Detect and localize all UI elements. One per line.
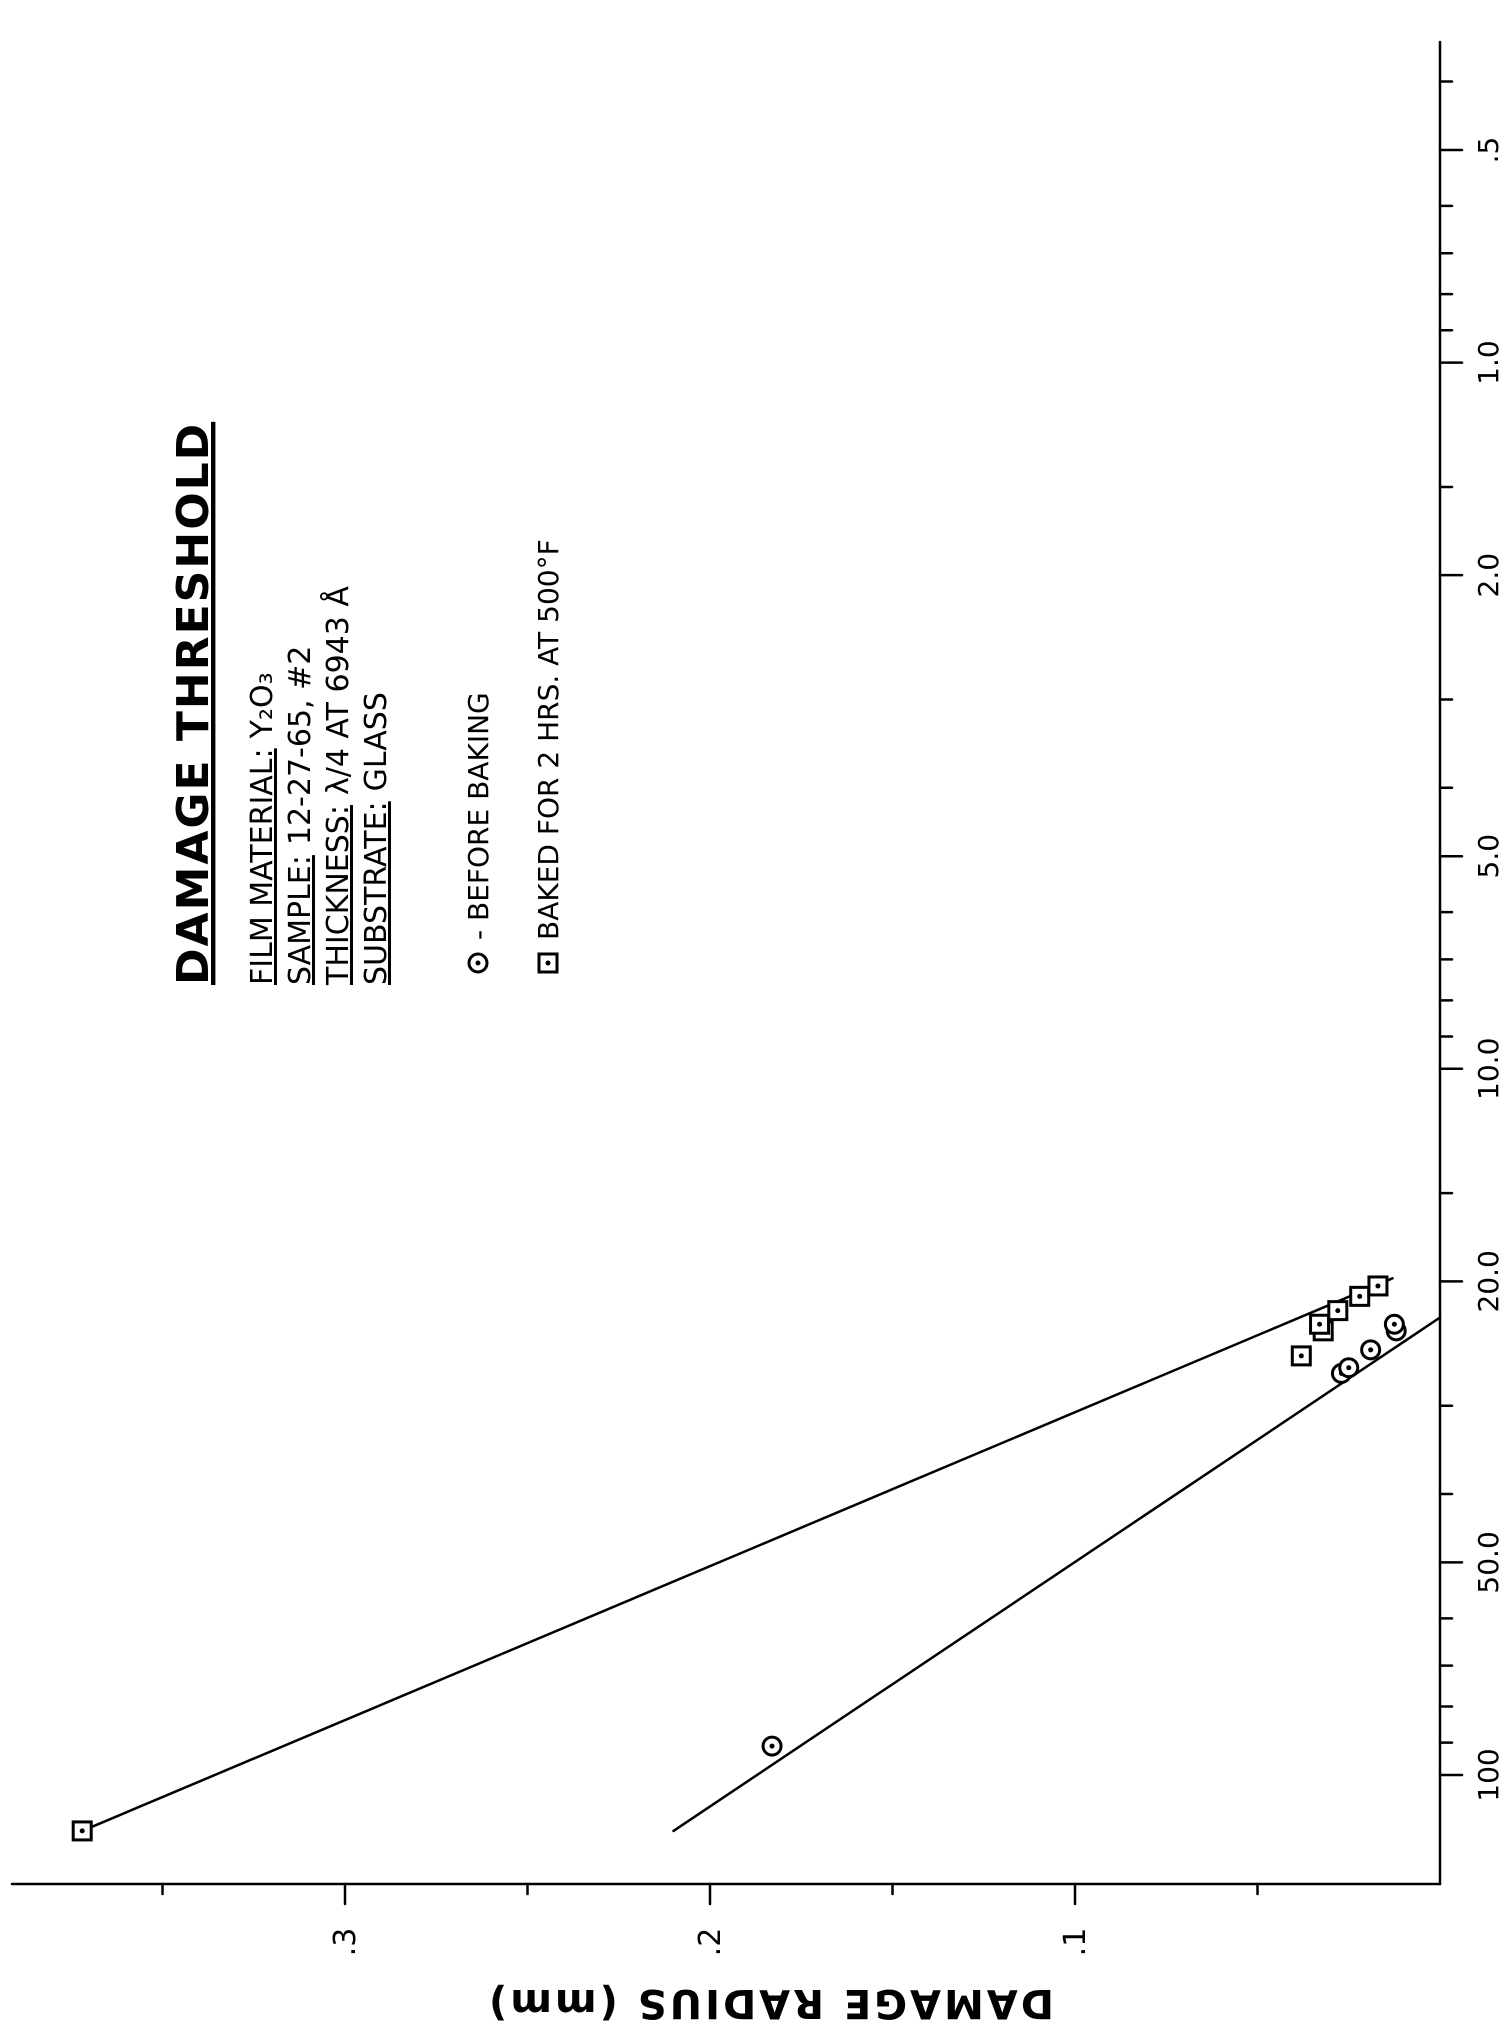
- info-line: THICKNESS: λ/4 AT 6943 Å: [320, 586, 356, 986]
- info-label: FILM MATERIAL:: [245, 748, 280, 985]
- info-block: DAMAGE THRESHOLD FILM MATERIAL:Y₂O₃SAMPL…: [168, 422, 565, 986]
- energy-tick-label: .5: [1472, 137, 1504, 164]
- square-point: [537, 952, 559, 974]
- fit-line: [672, 1316, 1442, 1833]
- square-point: [1309, 1313, 1331, 1335]
- energy-tick-label: 2.0: [1472, 553, 1504, 598]
- info-line: SUBSTRATE: GLASS: [359, 692, 394, 985]
- info-label: SAMPLE:: [283, 855, 318, 985]
- circle-point: [1383, 1313, 1405, 1335]
- y-axis-label: DAMAGE RADIUS (mm): [486, 1980, 1054, 2026]
- radius-tick-label: .3: [328, 1928, 363, 1957]
- legend-label: BAKED FOR 2 HRS. AT 500°F: [532, 539, 565, 940]
- fit-line: [80, 1277, 1394, 1833]
- energy-tick-label: 1.0: [1472, 340, 1504, 385]
- radius-tick-label: .2: [693, 1928, 728, 1957]
- info-line: FILM MATERIAL: Y₂O₃: [245, 672, 280, 985]
- square-point: [1290, 1345, 1312, 1367]
- legend-label: - BEFORE BAKING: [462, 692, 495, 940]
- energy-tick-label: 50.0: [1472, 1531, 1504, 1593]
- radius-tick-label: .1: [1058, 1928, 1093, 1957]
- square-point: [1327, 1300, 1349, 1322]
- info-label: THICKNESS:: [321, 805, 356, 986]
- energy-tick-label: 100: [1472, 1748, 1504, 1801]
- circle-point: [467, 952, 489, 974]
- energy-tick-label: 5.0: [1472, 834, 1504, 879]
- chart-title: DAMAGE THRESHOLD: [168, 422, 219, 985]
- data-points: [71, 1275, 1407, 1842]
- energy-tick-label: 10.0: [1472, 1038, 1504, 1100]
- square-point: [1349, 1285, 1371, 1307]
- info-line: SAMPLE: 12-27-65, #2: [283, 646, 318, 985]
- fit-lines: [80, 1277, 1442, 1833]
- square-point: [1367, 1275, 1389, 1297]
- info-value: λ/4 AT 6943 Å: [320, 586, 356, 795]
- energy-tick-label: 20.0: [1472, 1250, 1504, 1312]
- info-lines: FILM MATERIAL: Y₂O₃ SAMPLE: 12-27-65, #2THI…: [245, 586, 394, 986]
- circle-point: [1360, 1339, 1382, 1361]
- info-label: SUBSTRATE:: [359, 801, 394, 985]
- circle-point: [761, 1735, 783, 1757]
- info-value: 12-27-65, #2: [283, 646, 318, 845]
- circle-point: [1338, 1357, 1360, 1379]
- square-point: [71, 1820, 93, 1842]
- axes: [10, 40, 1442, 1886]
- legend: - BEFORE BAKING BAKED FOR 2 HRS. AT 500°F: [462, 539, 565, 974]
- ticks: .1 .2 .3 .5 1.0 2.0 5.0 10.0 20.0 50.0 100: [161, 80, 1504, 1957]
- info-value: GLASS: [359, 692, 394, 791]
- info-value: Y₂O₃: [245, 672, 280, 739]
